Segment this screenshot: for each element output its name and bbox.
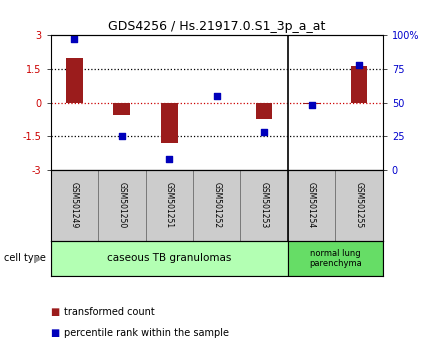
Title: GDS4256 / Hs.21917.0.S1_3p_a_at: GDS4256 / Hs.21917.0.S1_3p_a_at — [108, 20, 326, 33]
Bar — [51, 170, 98, 241]
Bar — [351, 65, 367, 103]
Bar — [98, 170, 146, 241]
Point — [308, 103, 315, 108]
Text: GSM501253: GSM501253 — [260, 182, 269, 228]
Bar — [240, 170, 288, 241]
Text: GSM501251: GSM501251 — [165, 182, 174, 228]
Text: percentile rank within the sample: percentile rank within the sample — [64, 328, 229, 338]
Text: GSM501255: GSM501255 — [355, 182, 363, 228]
Text: caseous TB granulomas: caseous TB granulomas — [107, 253, 231, 263]
Bar — [303, 103, 320, 104]
Bar — [66, 58, 83, 103]
Bar — [288, 241, 383, 276]
Bar — [256, 103, 272, 119]
Bar — [193, 170, 240, 241]
Point — [166, 156, 173, 162]
Bar — [51, 241, 288, 276]
Text: GSM501250: GSM501250 — [117, 182, 126, 228]
Text: GSM501249: GSM501249 — [70, 182, 79, 228]
Point — [260, 130, 268, 135]
Bar — [288, 170, 335, 241]
Text: transformed count: transformed count — [64, 307, 154, 316]
Text: GSM501254: GSM501254 — [307, 182, 316, 228]
Text: cell type: cell type — [4, 253, 46, 263]
Text: ■: ■ — [51, 328, 60, 338]
Point — [213, 93, 220, 99]
Bar — [146, 170, 193, 241]
Text: GSM501252: GSM501252 — [212, 182, 221, 228]
Text: ▶: ▶ — [33, 253, 41, 263]
Point — [71, 36, 78, 42]
Point — [356, 62, 363, 68]
Bar — [335, 170, 383, 241]
Text: ■: ■ — [51, 307, 60, 316]
Bar — [161, 103, 178, 143]
Point — [118, 133, 125, 139]
Text: normal lung
parenchyma: normal lung parenchyma — [309, 249, 362, 268]
Bar — [114, 103, 130, 115]
